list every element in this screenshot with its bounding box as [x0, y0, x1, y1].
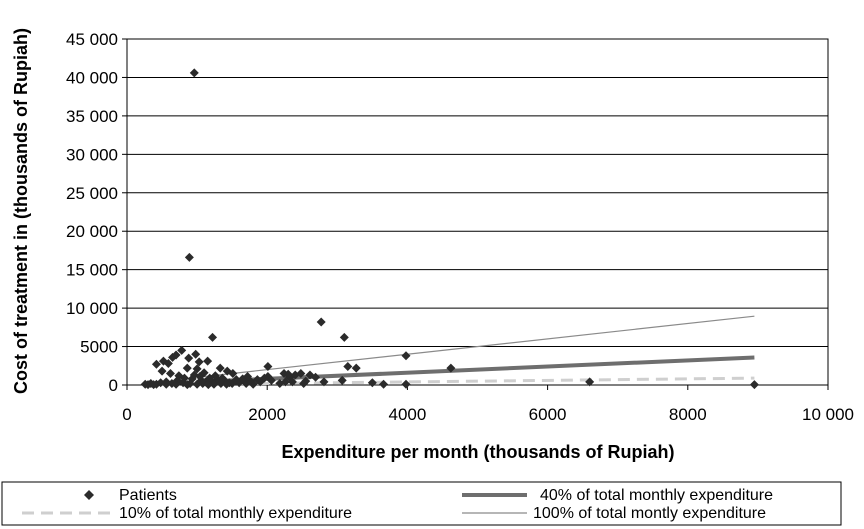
- patient-point: [143, 380, 153, 390]
- patient-point: [215, 363, 225, 373]
- patient-point: [171, 379, 181, 389]
- x-tick-label: 6000: [529, 405, 567, 424]
- legend: Patients 10% of total monthly expenditur…: [1, 481, 842, 526]
- patient-point: [749, 380, 759, 390]
- x-axis-tick-labels: 0 2000 4000 6000 8000 10 000: [122, 405, 854, 424]
- patient-point: [252, 375, 262, 385]
- patient-point: [151, 359, 161, 369]
- y-tick-label: 35 000: [66, 107, 118, 126]
- patient-point: [161, 379, 171, 389]
- patient-point: [266, 375, 276, 385]
- patient-point: [191, 349, 201, 359]
- y-axis-title: Cost of treatment in (thousands of Rupia…: [11, 28, 31, 394]
- patient-points: [140, 68, 759, 390]
- patient-point: [299, 378, 309, 388]
- x-tick-label: 8000: [669, 405, 707, 424]
- patient-point: [379, 379, 389, 389]
- patient-point: [263, 362, 273, 372]
- patient-point: [319, 377, 329, 387]
- patient-point: [177, 345, 187, 355]
- y-tick-label: 45 000: [66, 30, 118, 49]
- legend-label-10pct: 10% of total monthly expenditure: [119, 505, 352, 522]
- patient-point: [228, 368, 238, 378]
- y-axis-tick-labels: 0 5000 10 000 15 000 20 000 25 000 30 000 35 00…: [66, 30, 118, 395]
- legend-label-40pct: 40% of total monthly expenditure: [540, 487, 773, 504]
- y-tick-label: 30 000: [66, 145, 118, 164]
- patient-point: [182, 363, 192, 373]
- patient-point: [165, 368, 175, 378]
- y-tick-label: 10 000: [66, 299, 118, 318]
- gridlines: [122, 38, 829, 390]
- patient-point: [585, 377, 595, 387]
- patient-point: [296, 368, 306, 378]
- legend-marker-patients: [84, 490, 94, 500]
- patient-point: [337, 375, 347, 385]
- patient-point: [182, 380, 192, 390]
- patient-point: [222, 379, 232, 389]
- patient-point: [171, 350, 181, 360]
- patient-point: [401, 351, 411, 361]
- x-tick-label: 10 000: [802, 405, 854, 424]
- patient-point: [243, 372, 253, 382]
- legend-frame: [1, 481, 842, 526]
- patient-point: [203, 380, 213, 390]
- patient-point: [311, 372, 321, 382]
- legend-label-100pct: 100% of total montly expenditure: [533, 505, 766, 522]
- y-tick-label: 20 000: [66, 222, 118, 241]
- patient-point: [339, 332, 349, 342]
- patient-point: [194, 357, 204, 367]
- series-line: [199, 376, 755, 386]
- y-tick-label: 25 000: [66, 184, 118, 203]
- patient-point: [231, 375, 241, 385]
- x-tick-label: 4000: [388, 405, 426, 424]
- patient-point: [184, 252, 194, 262]
- patient-point: [287, 377, 297, 387]
- x-tick-label: 0: [122, 405, 131, 424]
- y-tick-label: 40 000: [66, 68, 118, 87]
- patient-point: [149, 380, 159, 390]
- patient-point: [157, 366, 167, 376]
- patient-point: [199, 368, 209, 378]
- patient-point: [401, 379, 411, 389]
- x-axis-title: Expenditure per month (thousands of Rupi…: [282, 442, 675, 462]
- patient-point: [203, 356, 213, 366]
- patient-point: [259, 373, 269, 383]
- patient-point: [316, 317, 326, 327]
- legend-label-patients: Patients: [119, 487, 177, 504]
- plot-area-frame: [126, 38, 829, 386]
- patient-point: [343, 362, 353, 372]
- patient-point: [367, 378, 377, 388]
- y-tick-label: 5000: [80, 338, 118, 357]
- y-tick-label: 15 000: [66, 261, 118, 280]
- patient-point: [192, 379, 202, 389]
- patient-point: [351, 363, 361, 373]
- patient-point: [446, 363, 456, 373]
- patient-point: [163, 358, 173, 368]
- y-tick-label: 0: [109, 376, 118, 395]
- x-tick-label: 2000: [248, 405, 286, 424]
- series-line: [199, 355, 755, 384]
- series-line: [199, 315, 755, 378]
- patient-point: [209, 379, 219, 389]
- patient-point: [283, 369, 293, 379]
- patient-point: [216, 378, 226, 388]
- patient-point: [184, 353, 194, 363]
- patient-point: [210, 371, 220, 381]
- patient-point: [275, 378, 285, 388]
- patient-point: [189, 68, 199, 78]
- patient-point: [208, 332, 218, 342]
